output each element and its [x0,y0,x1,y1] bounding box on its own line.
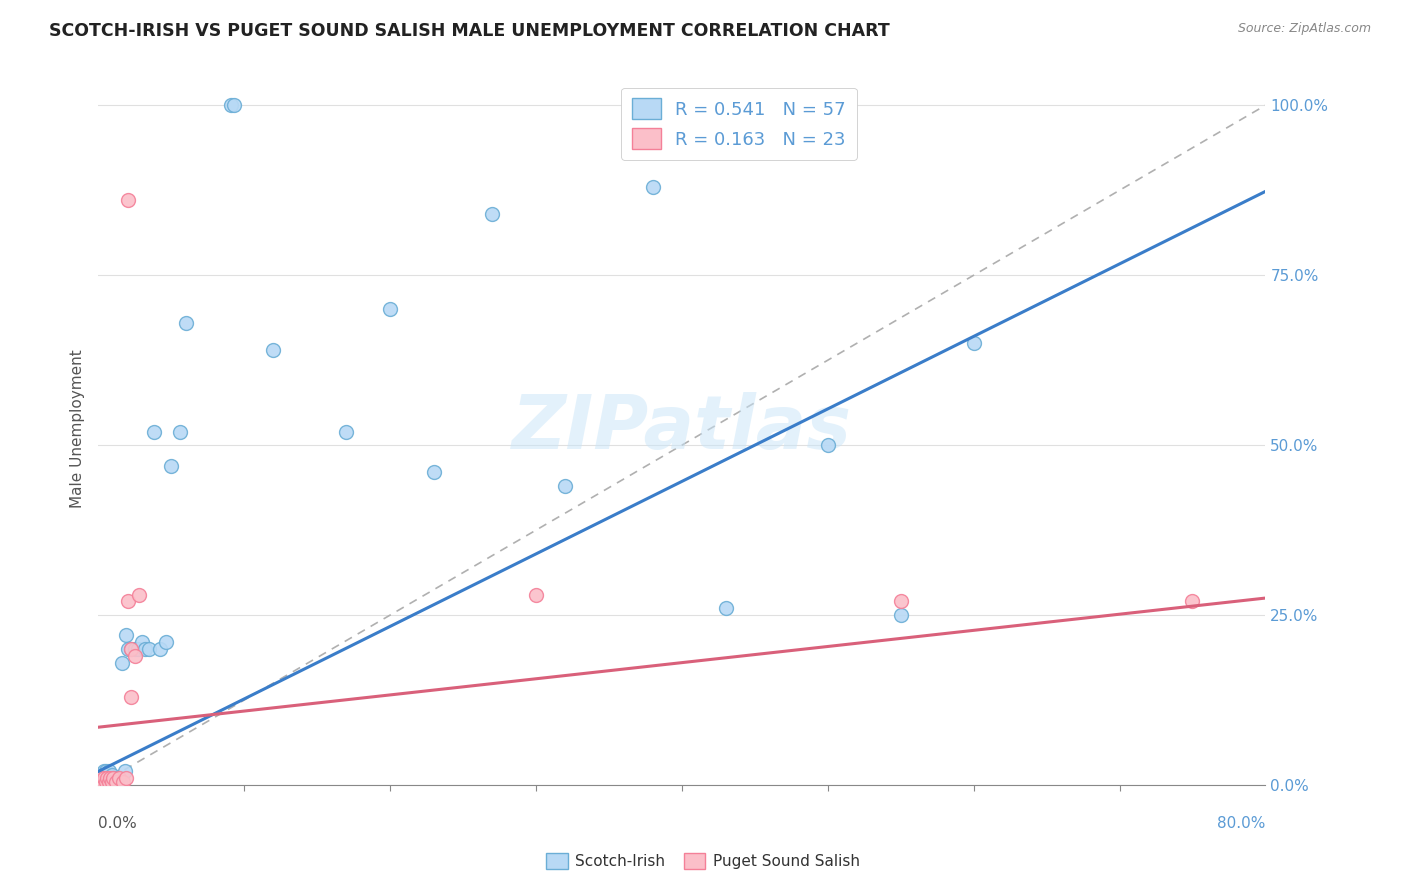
Point [93,771,115,785]
Point [100,774,122,789]
Point [100,768,122,782]
Point [169,425,191,439]
Point [641,180,664,194]
Point [91,774,114,789]
Text: 80.0%: 80.0% [1218,816,1265,830]
Point [96,768,118,782]
Point [115,628,138,642]
Point [94,774,117,789]
Point [142,425,165,439]
Point [90,774,112,789]
Point [124,648,146,663]
Text: SCOTCH-IRISH VS PUGET SOUND SALISH MALE UNEMPLOYMENT CORRELATION CHART: SCOTCH-IRISH VS PUGET SOUND SALISH MALE … [49,22,890,40]
Point [90,771,112,785]
Point [101,771,124,785]
Text: Source: ZipAtlas.com: Source: ZipAtlas.com [1237,22,1371,36]
Point [554,479,576,493]
Y-axis label: Male Unemployment: Male Unemployment [70,349,86,508]
Point [94,771,117,785]
Point [94,774,117,789]
Point [93,774,115,789]
Point [96,771,118,785]
Point [117,194,139,208]
Point [155,635,177,649]
Legend: R = 0.541   N = 57, R = 0.163   N = 23: R = 0.541 N = 57, R = 0.163 N = 23 [621,87,856,160]
Point [481,207,503,221]
Point [131,635,153,649]
Point [127,642,149,657]
Point [890,608,912,623]
Point [138,642,160,657]
Point [335,425,357,439]
Point [91,771,114,785]
Point [524,588,547,602]
Point [108,771,131,785]
Point [114,764,136,779]
Point [117,642,139,657]
Point [219,98,242,112]
Point [174,316,197,330]
Point [112,774,135,789]
Point [104,771,127,785]
Point [423,466,446,480]
Point [97,774,120,789]
Point [101,771,124,785]
Point [962,336,984,351]
Point [890,594,912,608]
Point [128,588,150,602]
Point [160,458,183,473]
Point [89,771,111,785]
Point [262,343,284,357]
Point [97,771,120,785]
Point [96,771,118,785]
Point [110,774,132,789]
Point [100,774,122,789]
Point [134,642,156,657]
Point [115,771,138,785]
Point [120,642,142,657]
Point [105,774,128,789]
Point [93,771,115,785]
Point [124,642,146,657]
Point [149,642,172,657]
Point [380,302,402,317]
Point [120,690,142,704]
Point [98,774,121,789]
Point [91,774,114,789]
Point [91,768,114,782]
Point [111,656,134,670]
Point [108,771,131,785]
Point [714,601,737,615]
Point [222,98,245,112]
Point [817,438,839,452]
Point [89,774,111,789]
Point [97,764,120,779]
Point [97,774,120,789]
Point [1181,594,1204,608]
Point [103,774,125,789]
Point [94,764,117,779]
Point [96,774,118,789]
Text: 0.0%: 0.0% [98,816,138,830]
Point [90,771,112,785]
Point [120,642,142,657]
Point [117,594,139,608]
Point [104,774,127,789]
Text: ZIPatlas: ZIPatlas [512,392,852,465]
Point [98,771,121,785]
Point [93,764,115,779]
Point [98,771,121,785]
Legend: Scotch-Irish, Puget Sound Salish: Scotch-Irish, Puget Sound Salish [540,847,866,875]
